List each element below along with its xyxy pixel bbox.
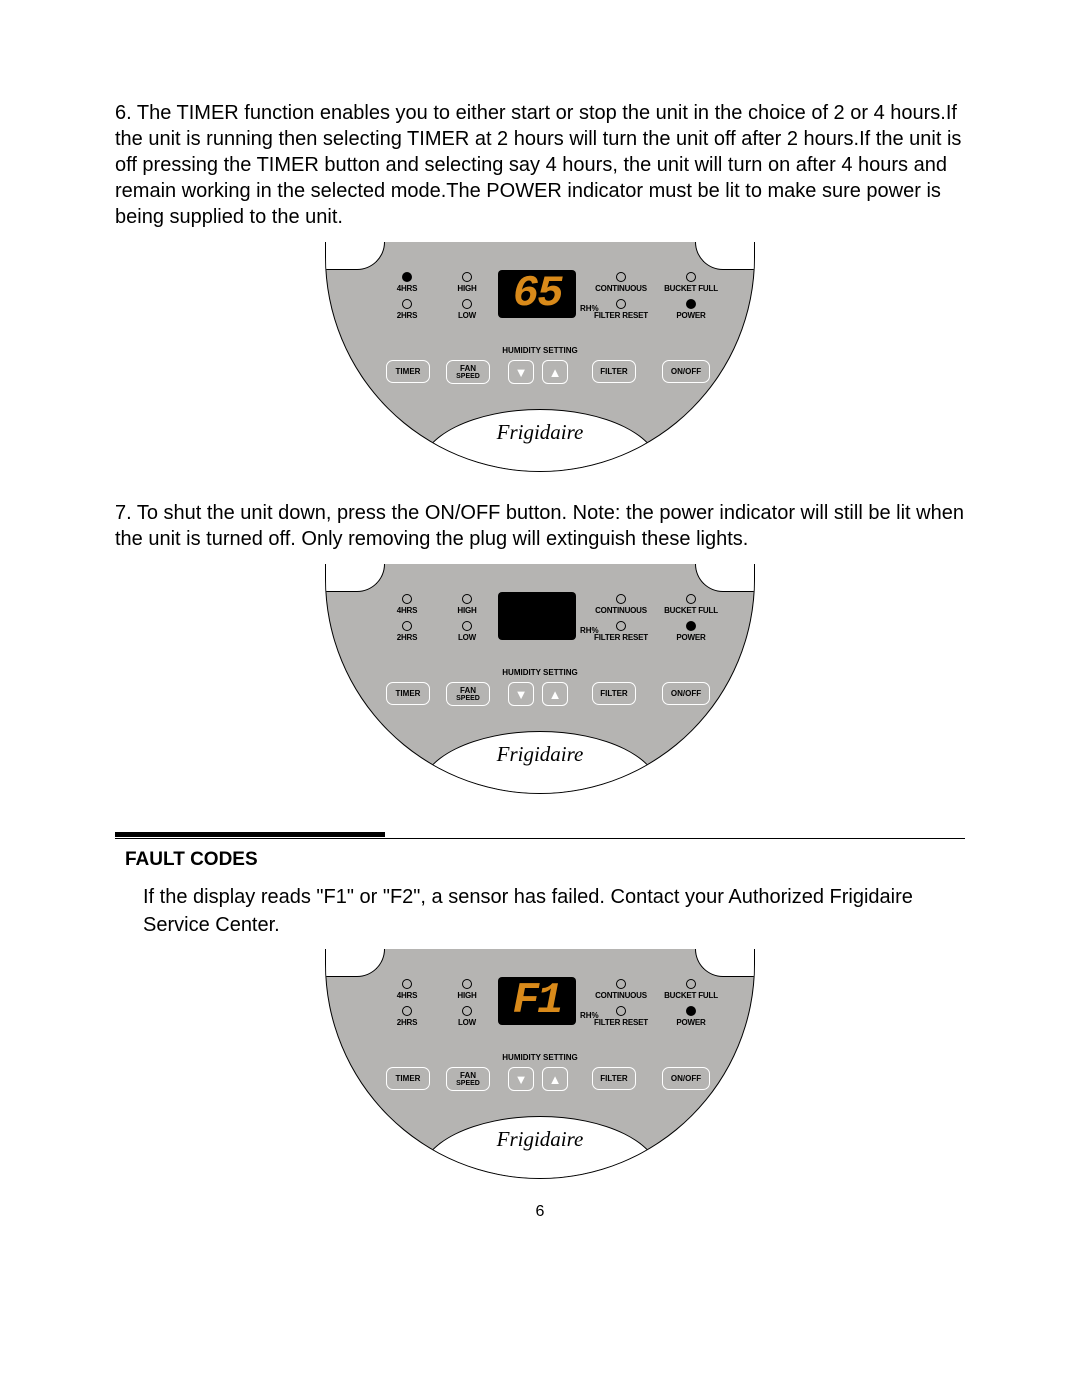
led-power [686,299,696,309]
humidity-up-button[interactable]: ▲ [542,360,568,384]
onoff-button[interactable]: ON/OFF [662,682,710,705]
humidity-down-button[interactable]: ▼ [508,360,534,384]
led-bucket-full [686,272,696,282]
led-4hrs [402,272,412,282]
page-number: 6 [115,1203,965,1221]
paragraph-6: 6. The TIMER function enables you to eit… [115,100,965,230]
onoff-button[interactable]: ON/OFF [662,360,710,383]
onoff-button[interactable]: ON/OFF [662,1067,710,1090]
led-high [462,272,472,282]
label-humidity-setting: HUMIDITY SETTING [326,346,754,355]
label-filter-reset: FILTER RESET [592,311,650,320]
label-bucket-full: BUCKET FULL [662,284,720,293]
led-continuous [616,272,626,282]
led-filter-reset [616,299,626,309]
fan-speed-button[interactable]: FANSPEED [446,1067,490,1091]
paragraph-7: 7. To shut the unit down, press the ON/O… [115,500,965,552]
timer-button[interactable]: TIMER [386,1067,430,1090]
control-panel-2: 4HRS 2HRS HIGH LOW CONTINUOUS FILTER RES… [115,564,965,794]
filter-button[interactable]: FILTER [592,1067,636,1090]
section-divider-heavy [115,832,385,837]
timer-button[interactable]: TIMER [386,682,430,705]
humidity-display-off [498,592,576,640]
filter-button[interactable]: FILTER [592,682,636,705]
label-low: LOW [444,311,490,320]
label-high: HIGH [444,284,490,293]
label-2hrs: 2HRS [384,311,430,320]
led-low [462,299,472,309]
section-divider-thin [115,838,965,839]
filter-button[interactable]: FILTER [592,360,636,383]
label-power: POWER [662,311,720,320]
timer-button[interactable]: TIMER [386,360,430,383]
led-2hrs [402,299,412,309]
fault-codes-text: If the display reads "F1" or "F2", a sen… [115,883,965,939]
humidity-display: 65 [498,270,576,318]
humidity-down-button[interactable]: ▼ [508,1067,534,1091]
control-panel-1: 4HRS 2HRS HIGH LOW CONTINUOUS FILTER RES… [115,242,965,472]
humidity-down-button[interactable]: ▼ [508,682,534,706]
control-panel-3: 4HRS 2HRS HIGH LOW CONTINUOUS FILTER RES… [115,949,965,1179]
fan-speed-button[interactable]: FANSPEED [446,360,490,384]
label-continuous: CONTINUOUS [592,284,650,293]
humidity-up-button[interactable]: ▲ [542,1067,568,1091]
fault-display: F1 [498,977,576,1025]
fault-codes-heading: FAULT CODES [115,849,965,871]
label-rh: RH% [580,304,599,313]
humidity-up-button[interactable]: ▲ [542,682,568,706]
fan-speed-button[interactable]: FANSPEED [446,682,490,706]
label-4hrs: 4HRS [384,284,430,293]
